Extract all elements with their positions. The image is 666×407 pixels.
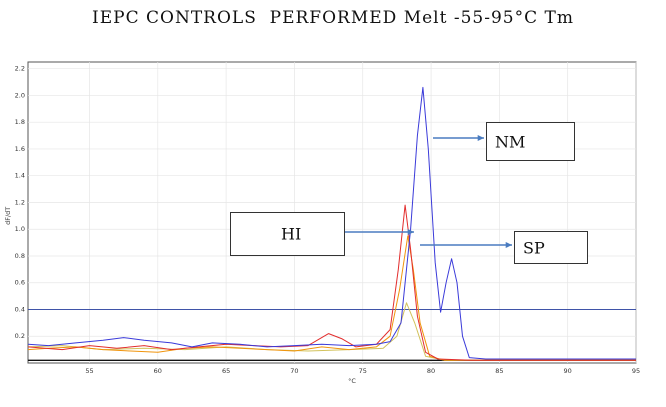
series-line-hi (27, 204, 636, 361)
y-tick-label: 2.2 (15, 65, 25, 73)
y-tick-label: 0.2 (15, 332, 25, 340)
y-tick-label: 1.0 (15, 225, 25, 233)
annotation-sp-label: SP (523, 238, 545, 257)
arrow-nm-head (477, 134, 484, 142)
x-tick-label: 65 (222, 367, 230, 375)
annotation-hi-box: HI (230, 212, 345, 256)
arrow-sp-head (505, 241, 512, 249)
y-tick-label: 1.4 (15, 172, 25, 180)
y-tick-label: 2.0 (15, 91, 25, 99)
series-line-unlabeled (27, 302, 636, 361)
y-tick-label: 0.4 (15, 305, 25, 313)
x-tick-label: 90 (564, 367, 572, 375)
x-axis-label: °C (348, 377, 356, 385)
annotation-nm-box: NM (486, 122, 575, 161)
y-axis-label: dF/dT (4, 207, 12, 225)
x-tick-label: 95 (632, 367, 640, 375)
y-tick-label: 1.6 (15, 145, 25, 153)
x-tick-label: 85 (495, 367, 503, 375)
x-tick-label: 75 (359, 367, 367, 375)
y-tick-label: 1.8 (15, 118, 25, 126)
tick-labels: 0.2 0.4 0.6 0.8 1.0 1.2 1.4 1.6 1.8 2.0 2.2 55 60 65 7… (4, 65, 640, 385)
annotation-hi-label: HI (281, 224, 302, 244)
x-tick-label: 80 (427, 367, 435, 375)
annotation-arrows (345, 134, 512, 249)
chart-title: IEPC CONTROLS PERFORMED Melt -55-95°C Tm (92, 8, 574, 28)
arrow-hi-head (407, 228, 414, 236)
series-layer (27, 86, 636, 361)
annotation-sp-box: SP (514, 231, 588, 264)
x-tick-label: 70 (290, 367, 298, 375)
y-tick-label: 0.8 (15, 252, 25, 260)
x-tick-label: 55 (85, 367, 93, 375)
x-tick-label: 60 (154, 367, 162, 375)
y-tick-label: 0.6 (15, 279, 25, 287)
series-line-nm (27, 86, 636, 360)
annotation-nm-label: NM (495, 132, 526, 151)
series-line-sp (27, 235, 636, 361)
y-tick-label: 1.2 (15, 198, 25, 206)
